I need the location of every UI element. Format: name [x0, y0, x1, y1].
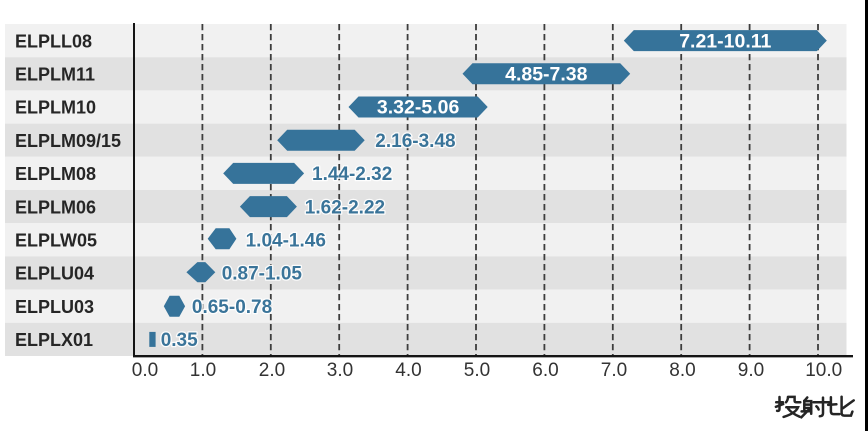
svg-text:ELPLM11: ELPLM11: [15, 65, 95, 85]
svg-text:2.16-3.48: 2.16-3.48: [375, 131, 455, 152]
svg-text:ELPLM08: ELPLM08: [15, 164, 96, 184]
svg-text:4.0: 4.0: [395, 360, 421, 381]
svg-text:ELPLM10: ELPLM10: [15, 98, 96, 118]
svg-text:ELPLL08: ELPLL08: [15, 31, 92, 51]
svg-text:ELPLU04: ELPLU04: [15, 264, 94, 284]
svg-text:7.21-10.11: 7.21-10.11: [679, 30, 771, 52]
svg-text:8.0: 8.0: [669, 360, 695, 381]
svg-text:6.0: 6.0: [532, 360, 558, 381]
svg-text:7.0: 7.0: [601, 360, 627, 381]
svg-text:ELPLM09/15: ELPLM09/15: [15, 131, 121, 151]
svg-text:0.35: 0.35: [161, 330, 198, 351]
svg-text:5.0: 5.0: [464, 360, 490, 381]
svg-text:ELPLW05: ELPLW05: [15, 231, 97, 251]
svg-text:3.0: 3.0: [327, 360, 353, 381]
svg-text:1.0: 1.0: [190, 360, 216, 381]
svg-text:ELPLM06: ELPLM06: [15, 197, 96, 217]
svg-text:0.0: 0.0: [132, 360, 158, 381]
svg-text:9.0: 9.0: [738, 360, 764, 381]
svg-text:ELPLX01: ELPLX01: [15, 330, 93, 350]
svg-text:ELPLU03: ELPLU03: [15, 297, 94, 317]
svg-text:0.65-0.78: 0.65-0.78: [192, 297, 272, 318]
svg-text:1.62-2.22: 1.62-2.22: [305, 197, 385, 218]
svg-text:10.0: 10.0: [805, 360, 842, 381]
svg-text:4.85-7.38: 4.85-7.38: [505, 64, 588, 86]
svg-text:2.0: 2.0: [259, 360, 285, 381]
svg-text:3.32-5.06: 3.32-5.06: [377, 97, 460, 119]
svg-text:0.87-1.05: 0.87-1.05: [222, 264, 303, 285]
svg-text:1.04-1.46: 1.04-1.46: [246, 231, 326, 252]
svg-text:1.44-2.32: 1.44-2.32: [312, 164, 392, 185]
